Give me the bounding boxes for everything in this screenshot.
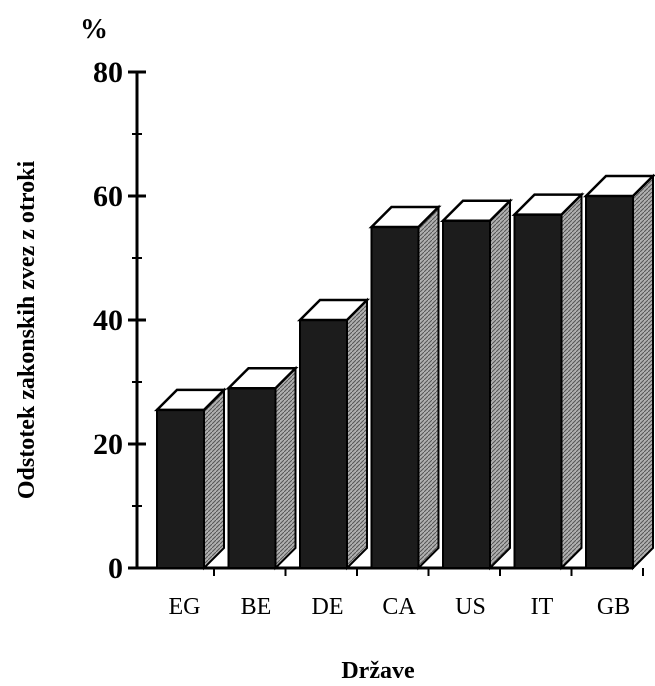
y-tick-label: 0 <box>108 552 123 585</box>
bar-side <box>560 192 583 571</box>
bar-top <box>439 199 514 223</box>
bar <box>439 198 514 571</box>
bar-top <box>582 174 655 198</box>
x-category-labels: EG BE DE CA US IT GB <box>169 568 644 620</box>
bar-front <box>299 319 348 569</box>
y-tick-label: 80 <box>93 56 123 89</box>
bar <box>368 204 442 571</box>
x-category-label: EG <box>169 594 201 620</box>
bar-front <box>370 226 420 569</box>
bar <box>153 387 228 571</box>
bar-front <box>227 387 277 570</box>
bar-top <box>225 366 299 390</box>
bar-side <box>274 365 297 571</box>
y-axis-title: Odstotek zakonskih zvez z otroki <box>14 161 40 500</box>
x-category-label: GB <box>597 594 630 620</box>
y-tick-label: 40 <box>93 304 123 337</box>
x-category-label: BE <box>241 594 272 620</box>
bar-top <box>296 298 371 322</box>
x-category-label: CA <box>382 594 416 620</box>
bar-side <box>417 204 440 571</box>
x-category-label: US <box>455 594 486 620</box>
bars <box>153 173 655 571</box>
bar-top <box>368 205 442 229</box>
bar-side <box>489 198 511 571</box>
bar-front <box>585 195 634 569</box>
bar-side <box>632 173 654 571</box>
bar <box>296 297 371 571</box>
bar <box>511 192 585 571</box>
x-axis-title: Države <box>341 658 415 684</box>
y-ticks: 0 20 40 60 80 <box>93 56 146 585</box>
y-unit-label: % <box>80 14 108 45</box>
bar-side <box>203 387 225 571</box>
y-tick-label: 60 <box>93 180 123 213</box>
bar-front <box>442 219 491 570</box>
bar-top <box>511 193 585 216</box>
x-category-label: DE <box>312 594 344 620</box>
bar <box>582 173 655 571</box>
bar-front <box>156 408 205 569</box>
bar-side <box>346 297 368 571</box>
bar-front <box>513 213 563 569</box>
y-tick-label: 20 <box>93 428 123 461</box>
x-category-label: IT <box>531 594 554 620</box>
bar <box>225 365 299 571</box>
bar-top <box>153 388 228 412</box>
